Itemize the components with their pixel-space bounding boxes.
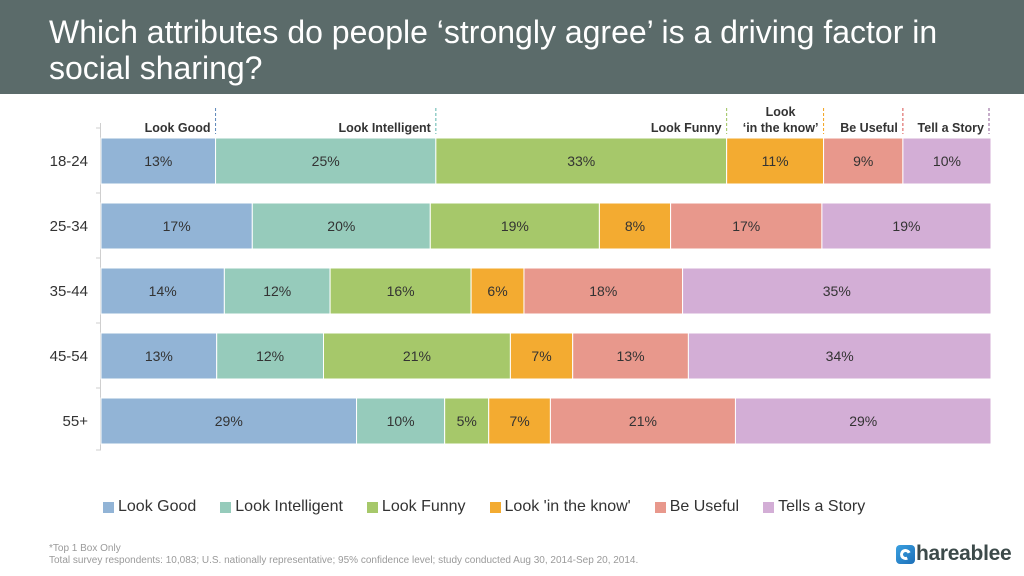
top-label: ‘in the know’	[743, 121, 819, 135]
data-label: 14%	[149, 283, 177, 299]
data-label: 11%	[762, 153, 789, 169]
bar-segment	[687, 332, 992, 380]
bar-segment	[223, 267, 331, 315]
data-label: 18%	[589, 283, 617, 299]
bar-segment	[216, 332, 324, 380]
legend-item-look-funny: Look Funny	[366, 498, 466, 516]
data-label: 20%	[327, 218, 355, 234]
top-label: Be Useful	[840, 121, 898, 135]
data-label: 21%	[629, 413, 657, 429]
title-bar: Which attributes do people ‘strongly agr…	[0, 0, 1024, 94]
data-label: 29%	[849, 413, 877, 429]
bar-segment	[444, 397, 490, 445]
data-label: 10%	[933, 153, 961, 169]
brand-logo: hareablee	[896, 542, 1012, 566]
category-label: 18-24	[50, 153, 88, 170]
data-label: 6%	[487, 283, 507, 299]
bar-segment	[682, 267, 992, 315]
data-label: 7%	[531, 348, 551, 364]
legend-swatch	[763, 501, 775, 513]
category-label: 25-34	[50, 218, 88, 235]
footnote-line-2: Total survey respondents: 10,083; U.S. n…	[49, 555, 639, 566]
data-label: 5%	[457, 413, 477, 429]
bar-segment	[356, 397, 446, 445]
footnote: *Top 1 Box Only Total survey respondents…	[49, 543, 638, 567]
legend-swatch	[103, 501, 114, 513]
legend-label: Look Good	[118, 498, 197, 515]
chart-legend: Look Good Look Intelligent Look Funny Lo…	[103, 497, 889, 517]
data-label: 9%	[853, 153, 873, 169]
data-label: 10%	[387, 413, 415, 429]
data-label: 13%	[144, 153, 172, 169]
data-label: 35%	[823, 283, 851, 299]
data-label: 17%	[732, 218, 760, 234]
bar-segment	[734, 397, 992, 445]
legend-swatch	[489, 501, 501, 513]
legend-label: Tells a Story	[778, 498, 866, 515]
bar-segment	[251, 202, 431, 250]
legend-item-tells-a-story: Tells a Story	[763, 498, 865, 516]
data-label: 25%	[312, 153, 340, 169]
bar-segment	[429, 202, 600, 250]
data-label: 8%	[625, 218, 645, 234]
bar-segment	[435, 137, 728, 185]
page-title: Which attributes do people ‘strongly agr…	[49, 14, 938, 86]
top-label: Look Good	[145, 121, 211, 135]
bar-segment	[549, 397, 736, 445]
top-label: Look Funny	[651, 121, 722, 135]
data-label: 17%	[163, 218, 191, 234]
bar-segment	[509, 332, 574, 380]
bar-segment	[100, 332, 218, 380]
brand-name: hareablee	[916, 542, 1012, 565]
top-label: Look	[766, 105, 796, 119]
data-label: 34%	[826, 348, 854, 364]
stacked-bar-chart: 13% 25% 33% 11% 9% 10% 18-24 17% 20% 19% 8% 17% 19% 2…	[50, 105, 992, 451]
top-label: Look Intelligent	[338, 121, 431, 135]
bar-segment	[470, 267, 525, 315]
legend-label: Be Useful	[669, 498, 740, 515]
bar-segment	[670, 202, 823, 250]
data-label: 19%	[501, 218, 529, 234]
data-label: 33%	[567, 153, 595, 169]
bar-segment	[100, 267, 225, 315]
bar-segment	[100, 202, 253, 250]
category-label: 45-54	[50, 348, 88, 365]
footnote-line-1: *Top 1 Box Only	[49, 543, 121, 554]
bar-segment	[329, 267, 472, 315]
legend-item-look-in-the-know: Look 'in the know'	[489, 498, 631, 516]
data-label: 7%	[509, 413, 529, 429]
bar-segment	[902, 137, 992, 185]
bar-segment	[598, 202, 672, 250]
data-label: 19%	[892, 218, 920, 234]
bar-segment	[100, 397, 358, 445]
brand-s-icon	[896, 544, 915, 564]
data-label: 12%	[263, 283, 291, 299]
bar-segment	[323, 332, 511, 380]
data-label: 13%	[617, 348, 645, 364]
legend-swatch	[220, 501, 232, 513]
data-label: 13%	[145, 348, 173, 364]
category-label: 35-44	[50, 283, 88, 300]
legend-item-look-intelligent: Look Intelligent	[220, 498, 343, 516]
legend-label: Look 'in the know'	[504, 498, 631, 515]
legend-item-look-good: Look Good	[103, 498, 196, 516]
data-label: 16%	[387, 283, 415, 299]
bar-segment	[523, 267, 684, 315]
legend-label: Look Funny	[381, 498, 466, 515]
bar-segment	[488, 397, 551, 445]
data-label: 29%	[215, 413, 243, 429]
bar-segment	[821, 202, 992, 250]
bar-segment	[215, 137, 437, 185]
legend-label: Look Intelligent	[235, 498, 343, 515]
data-label: 21%	[403, 348, 431, 364]
data-label: 12%	[256, 348, 284, 364]
legend-item-be-useful: Be Useful	[654, 498, 740, 516]
legend-swatch	[366, 501, 378, 513]
top-label: Tell a Story	[918, 121, 985, 135]
category-label: 55+	[63, 413, 89, 430]
legend-swatch	[654, 501, 666, 513]
